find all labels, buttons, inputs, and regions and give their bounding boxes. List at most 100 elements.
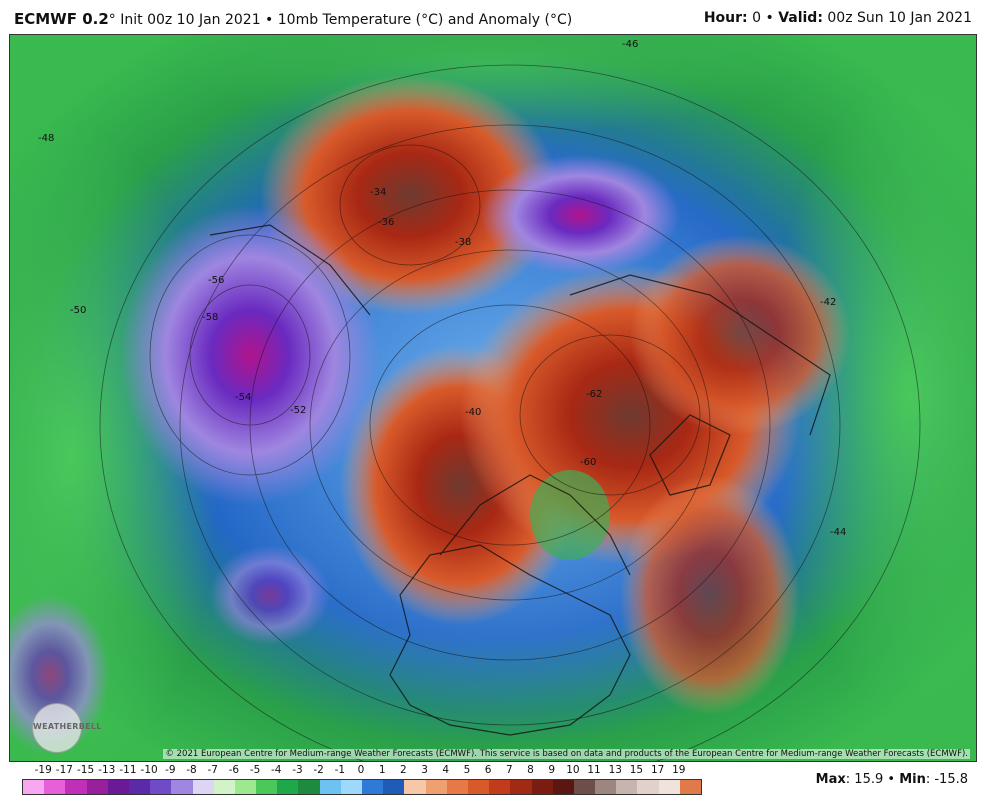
legend-swatch <box>256 780 278 794</box>
legend-swatch <box>107 780 129 794</box>
legend-swatch <box>234 780 257 794</box>
valid-value: 00z Sun 10 Jan 2021 <box>827 10 972 26</box>
legend-label: 19 <box>672 764 686 776</box>
contour-label: -46 <box>622 39 638 50</box>
max-min-readout: Max: 15.9 • Min: -15.8 <box>815 772 968 787</box>
legend-label: 2 <box>400 764 407 776</box>
legend-label: -19 <box>34 764 52 776</box>
weatherbell-logo: WEATHERBELL <box>32 703 102 753</box>
legend-label: 6 <box>484 764 492 776</box>
contour-label: -40 <box>465 407 481 418</box>
contour-label: -54 <box>235 392 251 403</box>
legend-swatch <box>658 780 680 794</box>
legend-label: -13 <box>98 764 116 776</box>
legend-swatch <box>319 780 341 794</box>
legend-label: 5 <box>463 764 471 776</box>
legend-swatch <box>128 780 151 794</box>
legend-swatch <box>23 780 45 794</box>
legend-label: 11 <box>587 764 601 776</box>
legend-label: -17 <box>55 764 73 776</box>
hour-value: 0 <box>752 10 762 26</box>
legend-label: 13 <box>608 764 622 776</box>
max-label: Max <box>815 772 846 787</box>
contour-label: -60 <box>580 457 596 468</box>
min-value: -15.8 <box>934 772 968 787</box>
legend-swatch <box>383 780 405 794</box>
legend-label: -11 <box>119 764 137 776</box>
valid-time: Hour: 0 • Valid: 00z Sun 10 Jan 2021 <box>703 10 972 26</box>
legend-label: 9 <box>548 764 556 776</box>
legend-label: -15 <box>76 764 95 776</box>
legend-label: 3 <box>421 764 428 776</box>
legend-swatch <box>552 780 574 794</box>
valid-label: Valid: <box>778 10 823 26</box>
legend-label: -10 <box>140 764 158 776</box>
temperature-anomaly-field: -46 -48 -50 -52 -54 -56 -58 -34 -36 -38 … <box>10 35 976 761</box>
legend-color-bar <box>22 779 702 795</box>
legend-swatch <box>44 780 66 794</box>
copyright-notice: © 2021 European Centre for Medium-range … <box>163 749 970 759</box>
legend-label: 4 <box>442 764 450 776</box>
legend-label: -3 <box>292 764 303 776</box>
legend-swatch <box>171 780 193 794</box>
contour-label: -52 <box>290 405 306 416</box>
contour-label: -56 <box>208 275 224 286</box>
legend-label: -5 <box>249 764 261 776</box>
contour-label: -58 <box>202 312 218 323</box>
map-title: ECMWF 0.2° Init 00z 10 Jan 2021 • 10mb T… <box>14 10 572 28</box>
legend-label: 17 <box>650 764 665 776</box>
legend-swatch <box>510 780 532 794</box>
logo-text: WEATHERBELL <box>33 722 102 731</box>
legend-label: -7 <box>207 764 218 776</box>
legend-swatch <box>340 780 362 794</box>
legend-swatch <box>404 780 426 794</box>
legend-swatch <box>362 780 384 794</box>
legend-label: -4 <box>271 764 282 776</box>
legend-swatch <box>531 780 553 794</box>
legend-label: 10 <box>566 764 580 776</box>
legend-label: 0 <box>357 764 365 776</box>
contour-label: -50 <box>70 305 86 316</box>
map-header: ECMWF 0.2° Init 00z 10 Jan 2021 • 10mb T… <box>0 0 984 34</box>
legend-label: -6 <box>228 764 240 776</box>
legend-swatch <box>213 780 235 794</box>
hour-label: Hour: <box>703 10 748 26</box>
legend-label: 7 <box>505 764 513 776</box>
legend-swatch <box>679 780 701 794</box>
legend-swatch <box>192 780 214 794</box>
legend-swatch <box>425 780 447 794</box>
legend-label: -1 <box>334 764 346 776</box>
color-legend: -19 -17 -15 -13 -11 -10 -9 -8 -7 -6 -5 -4 -3 -2 -1 0 1 2 3… <box>22 764 712 795</box>
legend-swatch <box>86 780 108 794</box>
legend-swatch <box>298 780 320 794</box>
legend-label: -2 <box>313 764 324 776</box>
contour-label: -34 <box>370 187 386 198</box>
legend-swatch <box>595 780 617 794</box>
legend-label: 8 <box>527 764 534 776</box>
legend-label: -9 <box>165 764 176 776</box>
legend-swatch <box>616 780 638 794</box>
legend-swatch <box>467 780 490 794</box>
contour-label: -44 <box>830 527 846 538</box>
title-description: ° Init 00z 10 Jan 2021 • 10mb Temperatur… <box>108 12 573 28</box>
legend-swatch <box>277 780 299 794</box>
model-name: ECMWF 0.2 <box>14 10 109 28</box>
contour-label: -62 <box>586 389 602 400</box>
contour-label: -48 <box>38 133 54 144</box>
contour-label: -38 <box>455 237 471 248</box>
legend-swatch <box>573 780 596 794</box>
polar-stereographic-map[interactable]: -46 -48 -50 -52 -54 -56 -58 -34 -36 -38 … <box>9 34 977 762</box>
legend-label: -8 <box>186 764 197 776</box>
legend-swatch <box>150 780 172 794</box>
legend-swatch <box>446 780 468 794</box>
legend-swatch <box>65 780 87 794</box>
legend-labels: -19 -17 -15 -13 -11 -10 -9 -8 -7 -6 -5 -4 -3 -2 -1 0 1 2 3… <box>22 764 712 778</box>
contour-label: -42 <box>820 297 836 308</box>
min-label: Min <box>899 772 926 787</box>
contour-label: -36 <box>378 217 394 228</box>
max-value: 15.9 <box>854 772 884 787</box>
legend-label: 15 <box>629 764 644 776</box>
legend-swatch <box>489 780 511 794</box>
legend-label: 1 <box>378 764 386 776</box>
legend-swatch <box>637 780 659 794</box>
